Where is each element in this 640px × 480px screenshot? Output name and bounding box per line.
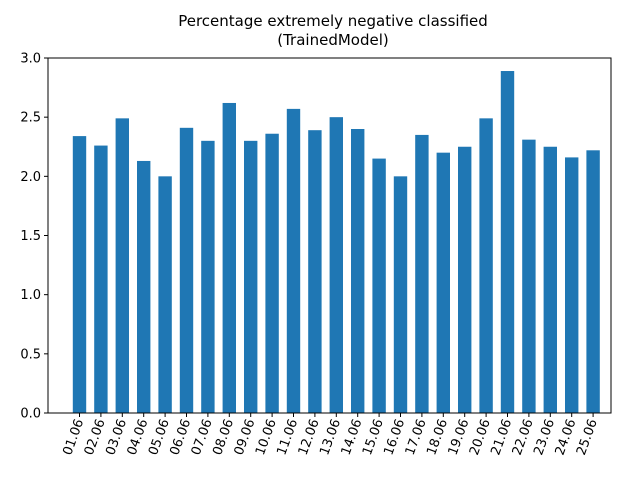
y-tick-label-1.0: 1.0 [20,288,41,303]
plot-area: 0.00.51.01.52.02.53.001.0602.0603.0604.0… [20,52,612,457]
bar-05.06 [158,176,172,413]
y-tick-label-1.5: 1.5 [20,229,41,244]
chart-title-line1: Percentage extremely negative classified [178,12,488,30]
bar-09.06 [244,140,258,414]
bar-16.06 [393,176,408,413]
bar-24.06 [565,157,579,413]
bar-19.06 [458,146,472,413]
bar-11.06 [286,108,301,413]
y-tick-label-2.5: 2.5 [20,111,41,126]
bar-23.06 [543,146,557,413]
bar-06.06 [179,127,194,414]
bar-04.06 [137,160,151,413]
bar-20.06 [479,118,493,413]
y-tick-label-3.0: 3.0 [20,52,41,67]
y-tick-label-0.5: 0.5 [20,347,41,362]
bar-12.06 [308,130,322,413]
y-tick-label-2.0: 2.0 [20,170,41,185]
bar-25.06 [586,150,600,414]
bar-02.06 [94,145,108,414]
bar-07.06 [201,140,215,414]
bar-10.06 [265,133,279,413]
bar-17.06 [415,134,429,413]
bar-13.06 [329,117,343,414]
bar-03.06 [115,118,129,413]
y-tick-label-0.0: 0.0 [20,407,41,422]
chart-title-line2: (TrainedModel) [277,31,388,49]
bar-18.06 [436,152,450,413]
bar-22.06 [522,139,536,413]
bar-01.06 [72,136,87,413]
bar-21.06 [500,71,515,414]
bar-08.06 [222,102,236,413]
bar-14.06 [351,129,365,413]
bar-15.06 [372,158,386,413]
